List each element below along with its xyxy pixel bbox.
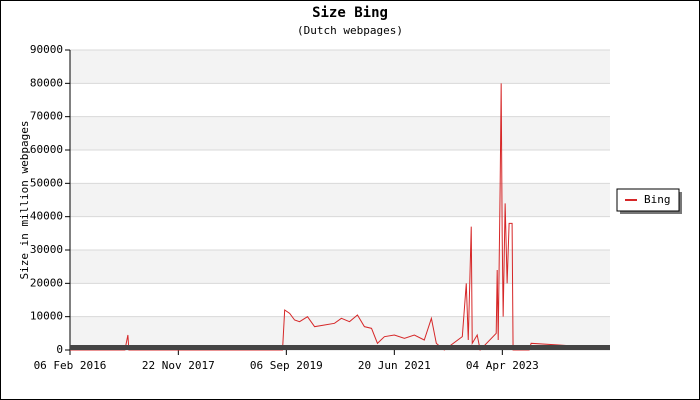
grid-band (70, 183, 610, 217)
y-tick-label: 80000 (30, 76, 63, 89)
y-tick-label: 60000 (30, 143, 63, 156)
chart-title: Size Bing (312, 5, 388, 21)
y-axis-label: Size in million webpages (18, 121, 31, 280)
grid-band (70, 250, 610, 284)
chart-subtitle: (Dutch webpages) (297, 24, 403, 37)
grid-band (70, 316, 610, 350)
x-tick-label: 06 Feb 2016 (34, 359, 107, 372)
x-tick-label: 06 Sep 2019 (250, 359, 323, 372)
legend-label: Bing (644, 193, 671, 206)
x-tick-label: 20 Jun 2021 (358, 359, 431, 372)
y-tick-label: 30000 (30, 243, 63, 256)
data-line (70, 83, 583, 352)
x-tick-label: 04 Apr 2023 (466, 359, 539, 372)
y-tick-label: 0 (56, 343, 63, 356)
y-tick-label: 20000 (30, 276, 63, 289)
y-tick-label: 40000 (30, 210, 63, 223)
y-tick-label: 10000 (30, 310, 63, 323)
y-tick-label: 70000 (30, 110, 63, 123)
x-axis-bar (70, 345, 610, 350)
grid-band (70, 50, 610, 84)
y-tick-label: 50000 (30, 176, 63, 189)
x-tick-label: 22 Nov 2017 (142, 359, 215, 372)
grid-band (70, 116, 610, 150)
legend-box (616, 188, 680, 212)
y-tick-label: 90000 (30, 43, 63, 56)
